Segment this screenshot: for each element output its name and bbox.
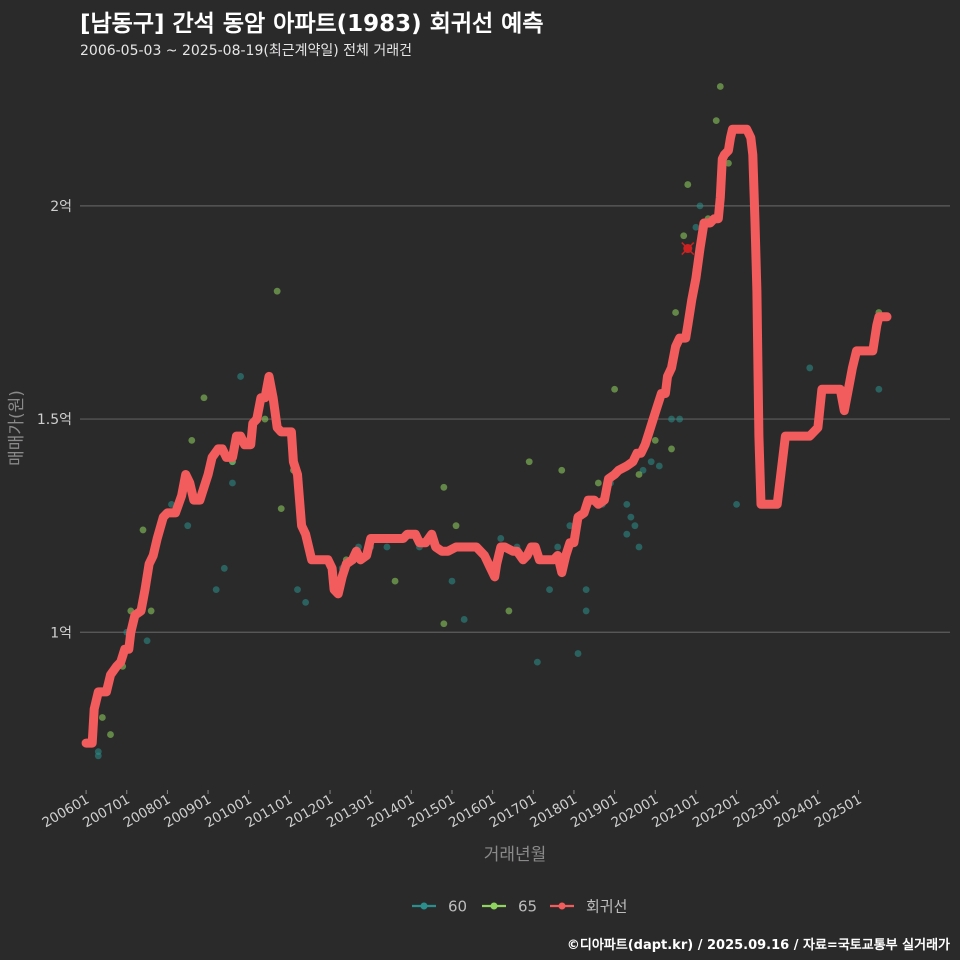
data-point-60 — [94, 752, 102, 760]
y-axis-title: 매매가(원) — [7, 390, 27, 466]
data-point-65 — [98, 714, 106, 721]
data-point-60 — [635, 543, 643, 551]
footer-caption: ©디아파트(dapt.kr) / 2025.09.16 / 자료=국토교통부 실… — [566, 938, 950, 953]
data-point-65 — [277, 505, 285, 513]
data-point-65 — [200, 394, 208, 402]
data-point-65 — [188, 436, 196, 444]
data-point-65 — [611, 385, 619, 393]
data-point-60 — [623, 500, 631, 508]
data-point-60 — [631, 522, 639, 530]
data-point-65 — [261, 415, 269, 423]
data-point-60 — [696, 202, 704, 210]
data-point-60 — [639, 466, 647, 474]
scatter-points — [94, 83, 883, 760]
data-point-60 — [623, 530, 631, 538]
grid-lines — [80, 205, 950, 633]
x-axis-title: 거래년월 — [484, 845, 547, 865]
data-point-65 — [440, 483, 448, 491]
highlight-marker — [681, 242, 695, 256]
data-point-60 — [184, 522, 192, 530]
highlight-cross — [681, 242, 695, 256]
data-point-65 — [391, 577, 399, 585]
data-point-60 — [582, 607, 590, 615]
data-point-65 — [668, 445, 675, 453]
data-point-60 — [806, 364, 814, 372]
data-point-60 — [302, 599, 310, 606]
data-point-65 — [716, 83, 724, 90]
data-point-60 — [460, 616, 468, 623]
data-point-60 — [733, 500, 740, 508]
y-tick-label: 1억 — [50, 625, 72, 641]
legend-swatch-dot — [558, 902, 566, 910]
legend-label: 회귀선 — [586, 898, 627, 916]
data-point-60 — [566, 522, 574, 530]
data-point-60 — [554, 543, 562, 551]
data-point-65 — [558, 466, 566, 474]
data-point-60 — [294, 586, 301, 594]
data-point-60 — [497, 535, 505, 542]
chart-subtitle: 2006-05-03 ~ 2025-08-19(최근계약일) 전체 거래건 — [80, 43, 412, 59]
data-point-60 — [676, 415, 684, 423]
data-point-65 — [107, 731, 114, 738]
data-point-60 — [143, 637, 151, 645]
y-tick-label: 1.5억 — [37, 412, 72, 428]
data-point-65 — [440, 620, 448, 628]
data-point-60 — [692, 223, 700, 231]
data-point-60 — [668, 415, 675, 423]
legend-swatch-dot — [490, 902, 498, 910]
chart-title: [남동구] 간석 동암 아파트(1983) 회귀선 예측 — [80, 11, 544, 37]
data-point-60 — [212, 586, 220, 594]
data-point-60 — [237, 373, 244, 380]
data-point-60 — [647, 458, 655, 466]
data-point-65 — [651, 436, 659, 444]
x-axis-ticks: 2006012007012008012009012010012011012012… — [39, 790, 865, 832]
data-point-65 — [594, 479, 602, 487]
data-point-65 — [452, 522, 460, 530]
data-point-60 — [448, 577, 456, 585]
data-point-65 — [635, 471, 643, 478]
legend-label: 65 — [518, 898, 537, 916]
data-point-60 — [582, 586, 590, 594]
data-point-60 — [220, 564, 228, 572]
data-point-60 — [546, 586, 553, 594]
y-tick-label: 2억 — [50, 199, 72, 215]
legend-swatch-dot — [420, 902, 428, 910]
regression-line — [81, 124, 892, 748]
data-point-60 — [655, 462, 663, 470]
data-point-60 — [627, 513, 635, 521]
data-point-60 — [383, 543, 391, 551]
data-point-65 — [505, 607, 513, 615]
data-point-60 — [229, 479, 236, 487]
data-point-65 — [139, 526, 147, 534]
data-point-65 — [672, 309, 679, 316]
legend-label: 60 — [448, 898, 467, 916]
regression-line-layer — [81, 124, 892, 748]
data-point-65 — [525, 458, 533, 466]
data-point-65 — [680, 232, 688, 240]
data-point-65 — [712, 117, 720, 125]
data-point-65 — [684, 181, 692, 188]
data-point-65 — [725, 159, 732, 167]
data-point-60 — [875, 385, 883, 393]
data-point-65 — [273, 287, 281, 295]
x-tick-label: 202501 — [812, 792, 865, 832]
data-point-60 — [533, 658, 541, 666]
legend: 60 65 회귀선 — [412, 898, 627, 916]
data-point-60 — [574, 650, 582, 657]
y-axis-ticks: 1억 1.5억 2억 — [37, 199, 72, 641]
data-point-65 — [147, 607, 155, 615]
